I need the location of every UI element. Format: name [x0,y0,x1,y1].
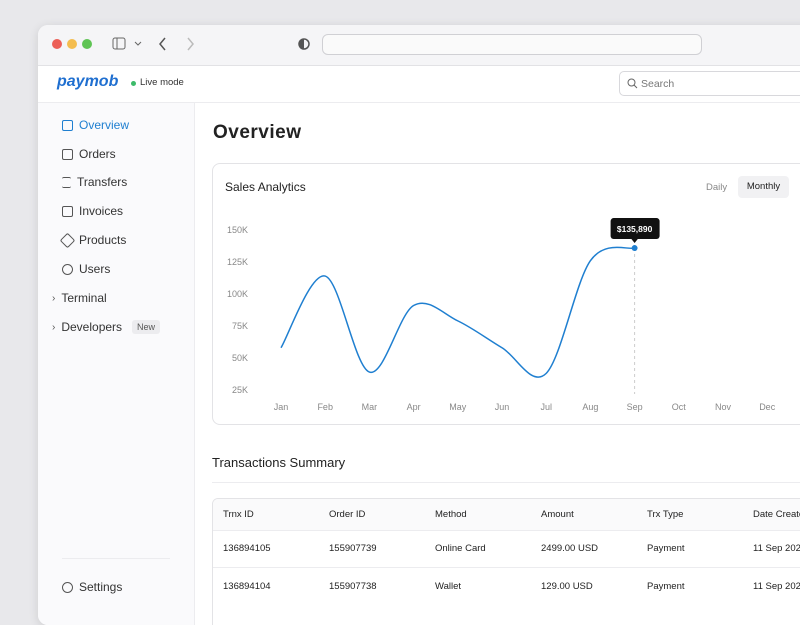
column-header: Order ID [329,509,366,520]
nav-item[interactable]: Users [62,262,110,276]
minimize-button[interactable] [67,39,77,49]
nav-label: Terminal [61,291,107,305]
search-placeholder: Search [641,78,675,90]
nav-item[interactable]: Settings [62,580,122,594]
table-cell: 155907739 [329,543,377,554]
nav-arrows[interactable] [158,37,198,51]
nav-item[interactable]: Orders [62,147,116,161]
y-tick-label: 25K [232,385,248,395]
address-bar[interactable] [322,34,702,55]
table-cell: 11 Sep 2023 [753,581,800,592]
nav-label: Transfers [77,175,128,189]
nav-badge: New [132,320,161,334]
logo[interactable]: paymob [57,73,119,90]
nav-item[interactable]: Overview [62,118,129,132]
table-cell: 136894104 [223,581,271,592]
column-header: Amount [541,509,574,520]
table-cell: 2499.00 USD [541,543,599,554]
nav-label: Products [79,233,127,247]
close-button[interactable] [52,39,62,49]
y-tick-label: 75K [232,321,248,331]
browser-window: paymob Live mode Search Overview Orders … [38,25,800,625]
tooltip-label: $135,890 [617,224,653,234]
tooltip [610,218,660,240]
column-header: Method [435,509,467,520]
x-tick-label: Jan [274,402,289,412]
chart: 150K 125K 100K 75K 50K 25K Jan Feb Mar Apr May Jun J… [227,218,776,412]
column-header: Trx Type [647,509,684,520]
table-title: Transactions Summary [212,455,346,470]
x-tick-label: Feb [317,402,333,412]
x-tick-label: Sep [627,402,643,412]
x-tick-label: Nov [715,402,732,412]
live-indicator [131,81,136,86]
chart-card: Sales Analytics Daily Monthly 150K 125K 10… [212,163,800,425]
nav-item[interactable]: › Developers New [52,320,161,334]
y-tick-label: 50K [232,353,248,363]
nav-label: Overview [79,118,130,132]
x-tick-label: Jul [540,402,552,412]
nav-item[interactable]: Products [59,232,127,248]
table-cell: 11 Sep 2023 [753,543,800,554]
x-tick-label: Aug [582,402,598,412]
nav-label: Developers [61,320,123,334]
search-icon [627,78,638,89]
column-header: Trnx ID [223,509,254,520]
table-cell: Online Card [435,543,486,554]
y-tick-label: 150K [227,225,248,235]
mode-label: Live mode [140,77,184,88]
table-cell: Payment [647,543,685,554]
toggle-monthly[interactable]: Monthly [738,176,789,198]
row-divider [213,567,800,568]
sidebar-toggle[interactable] [112,37,152,51]
table-cell: Payment [647,581,685,592]
chart-title: Sales Analytics [225,180,306,194]
nav-item[interactable]: Transfers [62,175,127,189]
table-cell: 129.00 USD [541,581,593,592]
x-tick-label: Mar [362,402,378,412]
tooltip-arrow [630,238,639,244]
column-header: Date Created [753,509,800,520]
shield-icon [298,38,310,50]
line [280,246,635,378]
x-tick-label: May [449,402,467,412]
x-tick-label: Dec [759,402,776,412]
x-tick-label: Oct [672,402,687,412]
y-tick-label: 125K [227,257,248,267]
nav-item[interactable]: › Terminal [52,291,107,305]
y-tick-label: 100K [227,289,248,299]
nav-label: Invoices [79,204,124,218]
browser-toolbar [38,25,800,66]
table-cell: Wallet [435,581,462,592]
sidebar: Overview Orders Transfers Invoices Produ… [38,103,195,625]
point [631,245,638,252]
page: paymob Live mode Search Overview Orders … [38,25,800,625]
table-cell: 155907738 [329,581,377,592]
nav-label: Orders [79,147,116,161]
toggle-daily[interactable]: Daily [706,182,728,193]
divider [62,558,170,559]
table-header [213,499,800,531]
x-tick-label: Apr [407,402,421,412]
x-tick-label: Jun [495,402,510,412]
divider [212,482,800,483]
nav-label: Users [79,262,111,276]
page-title: Overview [213,122,302,143]
app-header: paymob Live mode Search [38,65,800,103]
table-cell: 136894105 [223,543,271,554]
nav-label: Settings [79,580,123,594]
nav-item[interactable]: Invoices [62,204,123,218]
search-box[interactable]: Search [619,71,800,96]
transactions-table: Trnx ID Order ID Method Amount Trx Type Date … [212,498,800,625]
zoom-button[interactable] [82,39,92,49]
